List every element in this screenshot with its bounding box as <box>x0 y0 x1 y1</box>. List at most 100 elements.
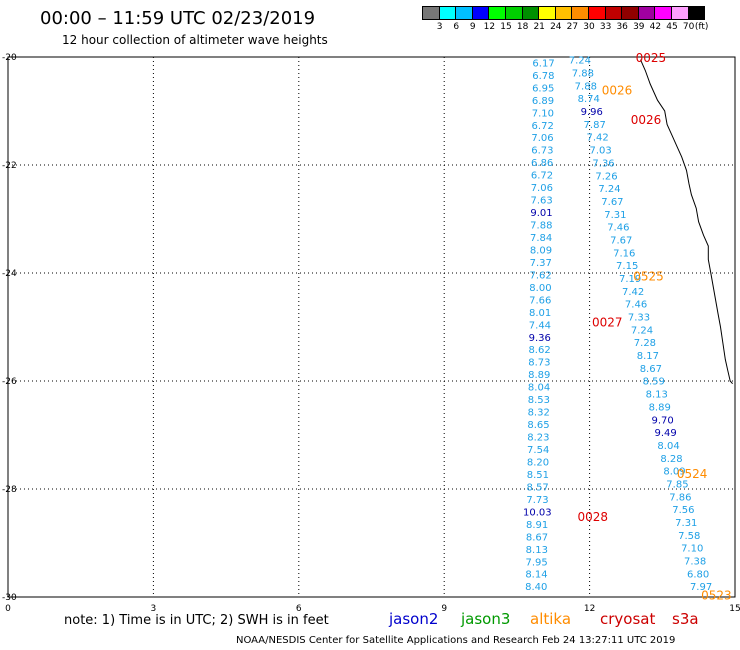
wave-height-label: 7.26 <box>595 171 617 182</box>
chart-title: 00:00 – 11:59 UTC 02/23/2019 <box>40 8 316 29</box>
wave-height-label: 7.38 <box>684 557 706 568</box>
wave-height-label: 7.85 <box>666 479 688 490</box>
wave-height-label: 8.73 <box>528 358 550 369</box>
color-scale-ticks: 3 6 9 12 15 18 21 24 27 30 33 36 39 42 45 70 (ft) <box>422 22 740 34</box>
color-scale-tick: 33 <box>599 22 612 32</box>
wave-height-label: 8.89 <box>649 402 671 413</box>
color-scale-tick: 9 <box>469 22 476 32</box>
color-scale-swatch <box>687 6 706 20</box>
wave-height-label: 6.95 <box>532 83 554 94</box>
x-tick-label: 15 <box>729 604 740 614</box>
wave-height-label: 9.36 <box>529 333 551 344</box>
wave-height-label: 7.46 <box>607 223 629 234</box>
wave-height-label: 8.53 <box>528 395 550 406</box>
wave-height-label: 8.17 <box>637 351 659 362</box>
wave-height-label: 8.04 <box>657 441 679 452</box>
color-scale-tick: 39 <box>633 22 645 32</box>
wave-height-label: 6.78 <box>532 71 554 82</box>
y-tick-label: -30 <box>2 593 17 603</box>
color-scale-swatch <box>654 6 672 20</box>
wave-height-label: 7.58 <box>678 531 700 542</box>
wave-height-label: 7.88 <box>530 221 552 232</box>
coastline <box>640 59 733 385</box>
pass-time-label: 0027 <box>592 316 623 330</box>
wave-height-label: 8.74 <box>578 94 600 105</box>
wave-height-label: 7.87 <box>584 120 606 131</box>
x-tick-label: 0 <box>5 604 11 614</box>
color-scale-swatch <box>488 6 506 20</box>
wave-height-label: 7.33 <box>628 313 650 324</box>
wave-height-label: 8.09 <box>663 467 685 478</box>
wave-height-label: 7.31 <box>675 518 697 529</box>
wave-height-label: 7.24 <box>631 325 653 336</box>
wave-height-label: 9.01 <box>530 208 552 219</box>
wave-height-label: 8.20 <box>527 457 549 468</box>
wave-height-label: 6.89 <box>532 96 554 107</box>
legend-cryosat: cryosat <box>600 610 656 628</box>
wave-height-label: 7.84 <box>530 233 552 244</box>
color-scale-tick: 18 <box>516 22 529 32</box>
pass-time-label: 0026 <box>631 113 662 127</box>
color-scale-tick: 45 <box>666 22 678 32</box>
footer-note: note: 1) Time is in UTC; 2) SWH is in fe… <box>64 613 329 628</box>
wave-height-label: 6.72 <box>532 121 554 132</box>
wave-height-label: 8.13 <box>646 390 668 401</box>
wave-height-label: 7.15 <box>616 261 638 272</box>
color-scale-tick: 24 <box>550 22 562 32</box>
wave-height-label: 7.24 <box>569 56 591 67</box>
chart-subtitle: 12 hour collection of altimeter wave hei… <box>62 33 328 47</box>
wave-height-label: 7.24 <box>598 184 620 195</box>
wave-height-label: 7.31 <box>604 210 626 221</box>
color-scale-tick: 15 <box>500 22 512 32</box>
wave-height-label: 7.42 <box>622 287 644 298</box>
wave-height-label: 8.14 <box>525 570 547 581</box>
color-scale-tick: 70 <box>682 22 695 32</box>
wave-height-label: 7.36 <box>592 158 614 169</box>
wave-height-label: 7.73 <box>526 495 548 506</box>
plot-frame <box>7 56 736 598</box>
wave-height-label: 7.66 <box>529 295 551 306</box>
color-scale-tick: 21 <box>533 22 545 32</box>
color-scale-swatch <box>621 6 639 20</box>
color-scale-tick: 12 <box>483 22 496 32</box>
color-scale-swatch <box>571 6 589 20</box>
x-tick-label: 6 <box>296 604 302 614</box>
wave-height-label: 7.19 <box>619 274 641 285</box>
pass-time-label: 0025 <box>636 51 667 65</box>
wave-height-label: 7.10 <box>681 544 703 555</box>
wave-height-label: 7.16 <box>613 248 635 259</box>
wave-height-label: 7.06 <box>531 133 553 144</box>
wave-height-label: 7.03 <box>589 146 611 157</box>
wave-height-label: 7.67 <box>610 235 632 246</box>
pass-time-label: 0525 <box>633 270 664 284</box>
wave-height-label: 8.28 <box>660 454 682 465</box>
color-scale-tick: 42 <box>649 22 662 32</box>
wave-height-label: 8.04 <box>528 383 550 394</box>
y-tick-label: -28 <box>2 485 17 495</box>
wave-height-label: 8.67 <box>526 532 548 543</box>
y-tick-label: -22 <box>2 161 17 171</box>
legend-jason2: jason2 <box>389 610 439 628</box>
wave-height-label: 7.62 <box>529 270 551 281</box>
x-tick-label: 12 <box>584 604 595 614</box>
legend-s3a: s3a <box>672 610 699 628</box>
wave-height-label: 8.89 <box>528 370 550 381</box>
coastline-line <box>640 59 733 385</box>
color-scale-unit: (ft) <box>694 22 709 32</box>
wave-height-label: 7.67 <box>601 197 623 208</box>
wave-height-label: 8.32 <box>528 408 550 419</box>
wave-height-label: 6.72 <box>531 171 553 182</box>
x-tick-label: 9 <box>441 604 447 614</box>
color-scale-swatch <box>471 6 490 20</box>
color-scale-swatch <box>670 6 689 20</box>
wave-height-label: 8.13 <box>526 545 548 556</box>
wave-height-label: 8.51 <box>527 470 549 481</box>
wave-height-label: 7.28 <box>634 338 656 349</box>
wave-height-label: 8.65 <box>527 420 549 431</box>
wave-height-label: 7.46 <box>625 300 647 311</box>
wave-height-label: 9.49 <box>654 428 676 439</box>
legend-jason3: jason3 <box>461 610 511 628</box>
wave-height-label: 8.57 <box>527 482 549 493</box>
wave-height-label: 7.88 <box>572 69 594 80</box>
